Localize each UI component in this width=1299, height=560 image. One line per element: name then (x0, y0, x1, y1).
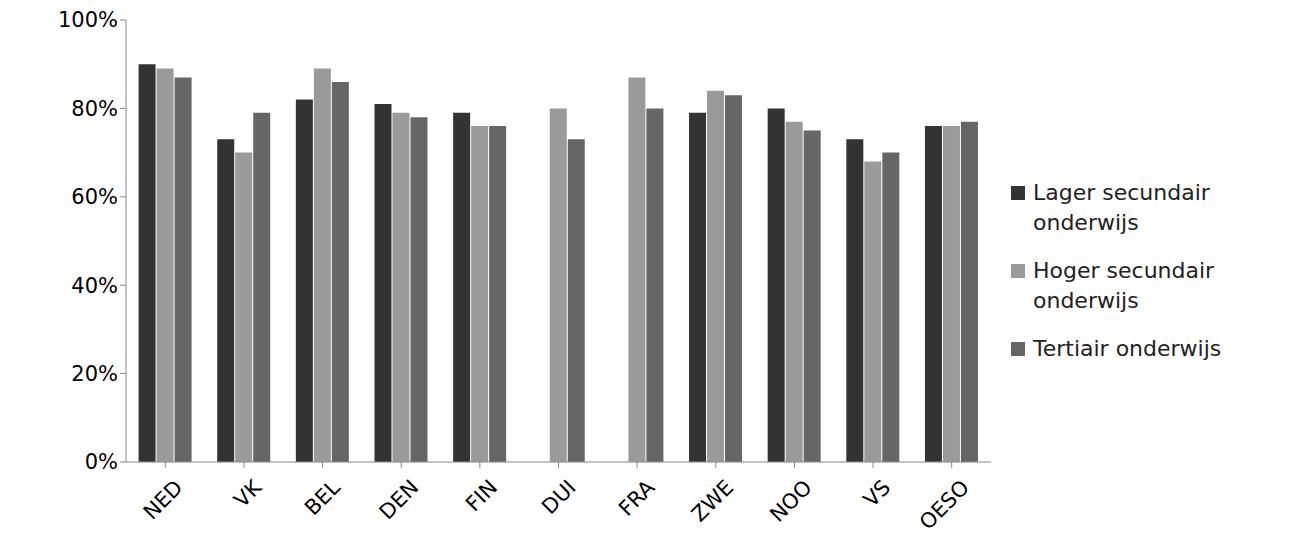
html-text:Tertiair onderwijs: Tertiair onderwijs (1033, 336, 1222, 361)
svg-text:60%: 60% (71, 185, 118, 209)
svg-text:100%: 100% (58, 8, 118, 32)
svg-text:NED: NED (139, 475, 188, 524)
svg-text:VS: VS (859, 475, 896, 512)
svg-text:VK: VK (229, 474, 267, 512)
svg-text:40%: 40% (71, 274, 118, 298)
svg-text:80%: 80% (71, 97, 118, 121)
svg-text:20%: 20% (71, 362, 118, 386)
svg-text:BEL: BEL (300, 475, 345, 520)
svg-text:DEN: DEN (375, 475, 424, 524)
svg-text:OESO: OESO (915, 475, 974, 534)
html-text:Lager secundair onderwijs: Lager secundair onderwijs (1033, 180, 1210, 235)
svg-text:ZWE: ZWE (687, 475, 738, 526)
svg-text:FRA: FRA (614, 475, 660, 521)
html-text:Hoger secundair onderwijs: Hoger secundair onderwijs (1033, 258, 1215, 313)
svg-text:NOO: NOO (765, 475, 816, 526)
svg-text:0%: 0% (85, 450, 118, 474)
svg-text:DUI: DUI (537, 475, 581, 519)
svg-text:FIN: FIN (461, 475, 502, 516)
